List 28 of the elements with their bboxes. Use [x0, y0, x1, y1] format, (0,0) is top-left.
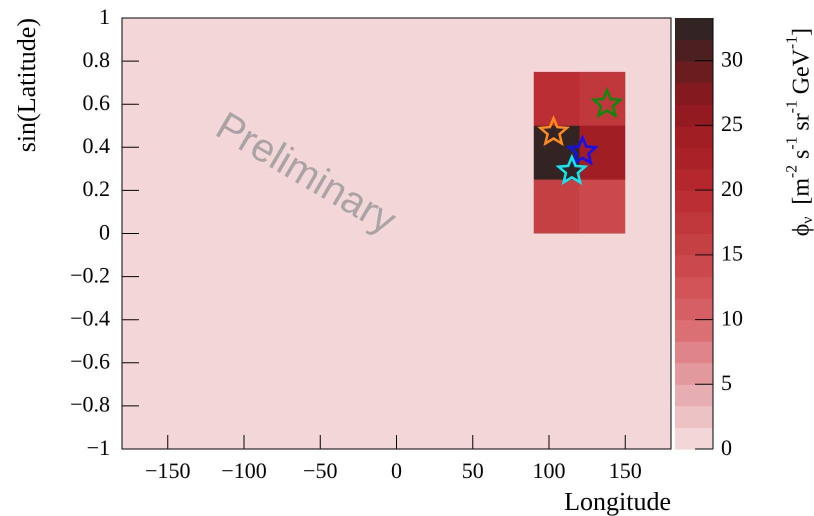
color-bar-label: 15 — [721, 240, 743, 266]
y-tick-label: −1 — [86, 434, 110, 460]
x-tick-label: −50 — [303, 458, 338, 483]
color-bar-label: 0 — [721, 434, 732, 460]
y-tick-label: −0.2 — [70, 262, 110, 288]
y-tick-label: −0.4 — [70, 305, 110, 330]
color-bar-label: 30 — [721, 46, 743, 72]
y-tick-label: 0.6 — [82, 90, 110, 115]
x-axis-title: Longitude — [564, 486, 671, 516]
color-bar-label: 20 — [721, 176, 743, 201]
y-tick-label: −0.6 — [70, 348, 110, 374]
y-tick-label: −0.8 — [70, 392, 110, 417]
y-tick-label: 0 — [99, 219, 110, 244]
color-bar-label: 5 — [721, 370, 732, 396]
color-bar-label: 10 — [721, 305, 743, 330]
x-tick-label: 0 — [391, 458, 402, 483]
y-tick-label: 0.4 — [82, 133, 110, 158]
x-tick-label: −150 — [145, 458, 190, 483]
color-bar-label: 25 — [721, 111, 743, 136]
text: ϕν [m-2 s-1 sr-1 GeV-1] — [783, 28, 814, 236]
y-tick-label: 1 — [99, 4, 110, 29]
y-tick-label: 0.2 — [82, 176, 110, 202]
y-tick-label: 0.8 — [82, 46, 110, 72]
x-tick-label: 150 — [608, 458, 642, 483]
x-tick-label: 100 — [532, 458, 566, 483]
x-tick-label: 50 — [462, 458, 484, 483]
x-tick-label: −100 — [221, 458, 267, 483]
y-axis-title: sin(Latitude) — [12, 18, 41, 152]
